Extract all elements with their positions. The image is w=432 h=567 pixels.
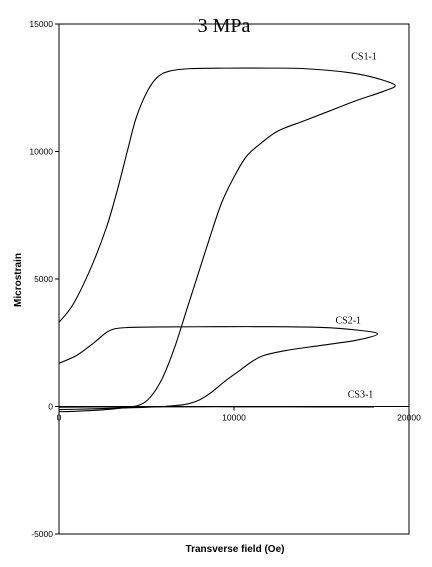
x-tick-label: 0 (57, 413, 62, 423)
series-line-cs2-1 (58, 326, 379, 411)
series-label-cs2-1: CS2-1 (336, 316, 362, 327)
y-tick-label: 5000 (34, 274, 53, 284)
series-line-cs3-1 (58, 406, 375, 408)
y-axis-ticks: -5000 0 5000 10000 15000 (29, 19, 59, 539)
series-line-cs1-1 (58, 67, 396, 413)
y-tick-label: 0 (48, 402, 53, 412)
x-axis-label: Transverse field (Oe) (186, 544, 285, 555)
chart-title: 3 MPa (198, 15, 251, 37)
y-tick-label: 15000 (29, 19, 53, 29)
y-tick-label: 10000 (29, 147, 53, 157)
x-tick-label: 20000 (397, 413, 421, 423)
series-annotations: CS1-1 CS2-1 CS3-1 (336, 52, 377, 401)
y-tick-label: -5000 (31, 529, 53, 539)
series-curves (58, 67, 396, 413)
series-label-cs3-1: CS3-1 (348, 390, 374, 401)
y-axis-label: Microstrain (13, 253, 24, 307)
x-tick-label: 10000 (222, 413, 246, 423)
series-label-cs1-1: CS1-1 (351, 52, 377, 63)
